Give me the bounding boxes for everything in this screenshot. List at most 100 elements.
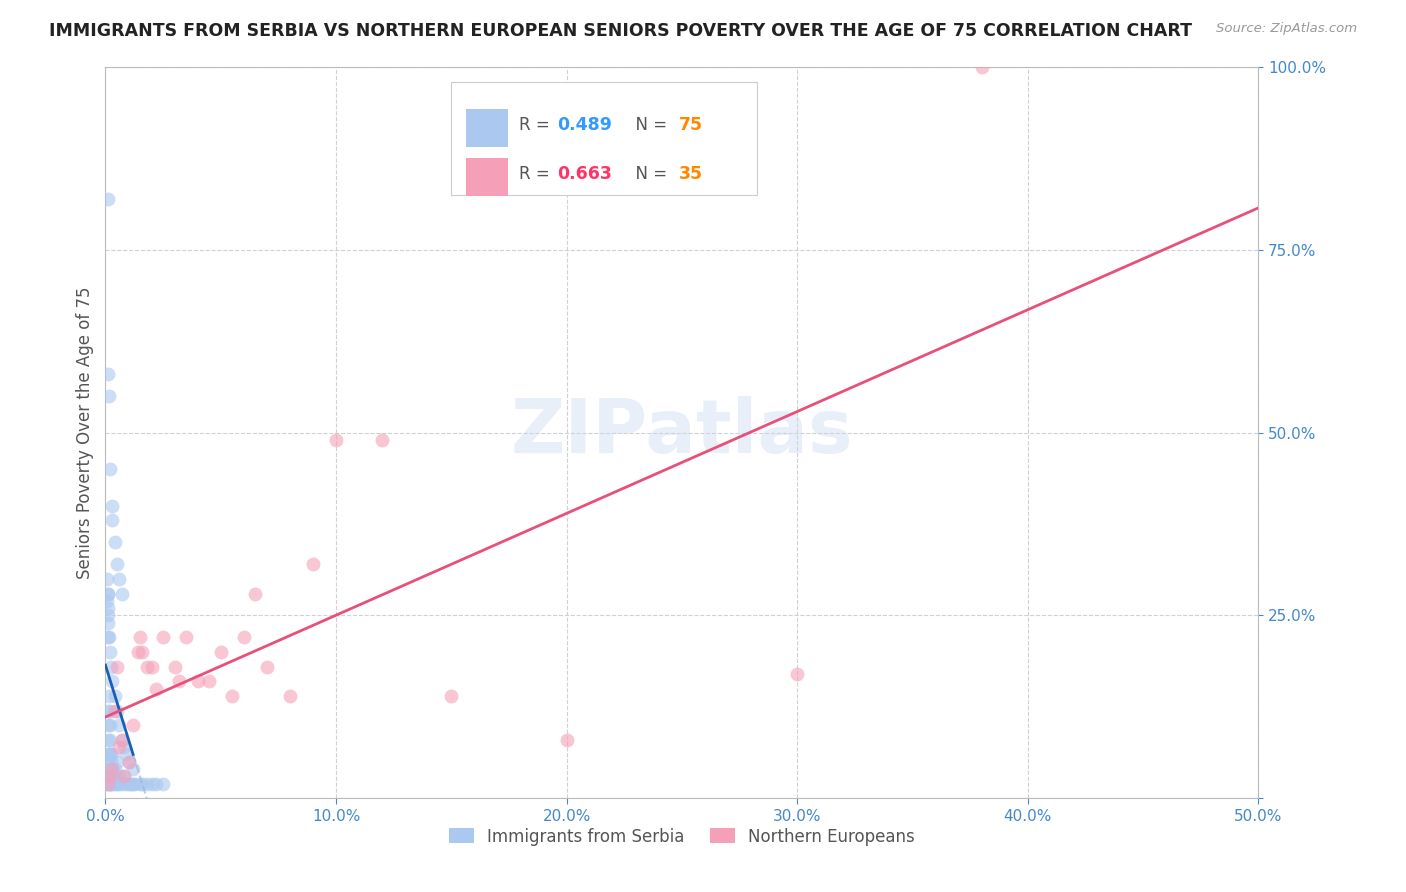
- Point: [104, 762, 127, 776]
- Point: [152, 777, 174, 791]
- Text: R =: R =: [519, 117, 555, 135]
- Point: [97, 747, 120, 762]
- Point: [97, 732, 120, 747]
- Point: [96, 586, 118, 600]
- Point: [136, 777, 159, 791]
- Point: [104, 704, 127, 718]
- Point: [97, 777, 120, 791]
- Point: [98, 704, 121, 718]
- Point: [97, 631, 120, 645]
- Point: [97, 755, 120, 769]
- Text: 35: 35: [679, 165, 703, 184]
- Point: [108, 777, 131, 791]
- Point: [104, 689, 127, 703]
- Point: [174, 631, 197, 645]
- Point: [105, 755, 128, 769]
- Point: [555, 732, 578, 747]
- Text: N =: N =: [626, 117, 673, 135]
- Point: [131, 645, 153, 659]
- Point: [105, 558, 128, 572]
- Point: [145, 777, 167, 791]
- Point: [97, 769, 120, 783]
- Text: N =: N =: [626, 165, 673, 184]
- Point: [112, 740, 135, 755]
- Point: [786, 667, 808, 681]
- Point: [129, 777, 152, 791]
- Point: [141, 659, 163, 673]
- Point: [101, 762, 124, 776]
- Point: [97, 389, 120, 403]
- Point: [98, 645, 121, 659]
- Point: [101, 499, 124, 513]
- Point: [98, 718, 121, 732]
- Point: [198, 674, 221, 689]
- Point: [278, 689, 301, 703]
- Point: [122, 762, 145, 776]
- Point: [117, 755, 139, 769]
- Point: [112, 769, 135, 783]
- Text: ZIPatlas: ZIPatlas: [510, 396, 853, 469]
- Point: [101, 762, 124, 776]
- Point: [129, 631, 152, 645]
- Point: [120, 777, 142, 791]
- Point: [96, 572, 118, 586]
- Point: [103, 769, 125, 783]
- Point: [152, 631, 174, 645]
- Point: [187, 674, 209, 689]
- Point: [136, 659, 159, 673]
- Point: [96, 594, 118, 608]
- Point: [96, 772, 118, 788]
- Point: [256, 659, 278, 673]
- Point: [98, 747, 121, 762]
- Point: [221, 689, 243, 703]
- Point: [131, 777, 153, 791]
- FancyBboxPatch shape: [451, 81, 756, 195]
- Point: [97, 718, 120, 732]
- Point: [122, 777, 145, 791]
- FancyBboxPatch shape: [467, 158, 508, 195]
- Text: 75: 75: [679, 117, 703, 135]
- Point: [232, 631, 254, 645]
- Point: [97, 615, 120, 630]
- Point: [97, 762, 120, 776]
- Y-axis label: Seniors Poverty Over the Age of 75: Seniors Poverty Over the Age of 75: [76, 286, 94, 579]
- Point: [97, 689, 120, 703]
- Point: [98, 762, 121, 776]
- Point: [108, 769, 131, 783]
- Point: [115, 777, 138, 791]
- Point: [110, 732, 132, 747]
- Point: [108, 572, 131, 586]
- Point: [97, 762, 120, 776]
- Point: [108, 718, 131, 732]
- Point: [122, 718, 145, 732]
- Point: [97, 608, 120, 623]
- Point: [101, 747, 124, 762]
- Point: [100, 777, 122, 791]
- Point: [112, 769, 135, 783]
- Point: [101, 674, 124, 689]
- Point: [110, 732, 132, 747]
- Point: [96, 777, 118, 791]
- Point: [97, 631, 120, 645]
- Point: [104, 777, 127, 791]
- Point: [117, 777, 139, 791]
- Point: [105, 704, 128, 718]
- Point: [115, 747, 138, 762]
- Point: [117, 755, 139, 769]
- Point: [440, 689, 463, 703]
- Text: 0.663: 0.663: [557, 165, 612, 184]
- Point: [101, 513, 124, 527]
- Point: [98, 747, 121, 762]
- Point: [127, 645, 149, 659]
- Point: [104, 535, 127, 549]
- Point: [145, 681, 167, 696]
- Point: [105, 777, 128, 791]
- Point: [100, 755, 122, 769]
- Point: [302, 558, 325, 572]
- Text: 0.489: 0.489: [557, 117, 612, 135]
- Point: [98, 769, 121, 783]
- Legend: Immigrants from Serbia, Northern Europeans: Immigrants from Serbia, Northern Europea…: [443, 821, 921, 852]
- Text: R =: R =: [519, 165, 555, 184]
- Point: [100, 659, 122, 673]
- Point: [97, 586, 120, 600]
